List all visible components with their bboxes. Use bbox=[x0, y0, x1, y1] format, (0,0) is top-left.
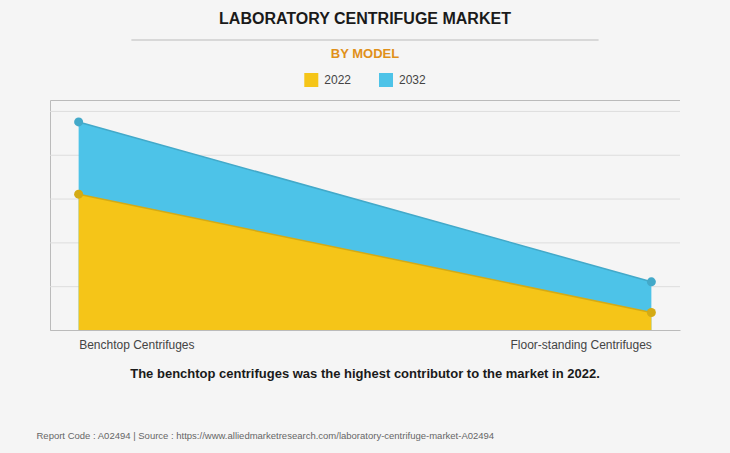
marker bbox=[647, 308, 656, 317]
marks bbox=[74, 117, 656, 330]
footer: Report Code : A02494 | Source : https://… bbox=[37, 430, 495, 441]
x-axis: Benchtop Centrifuges Floor-standing Centr… bbox=[51, 331, 681, 352]
title-separator bbox=[131, 40, 598, 41]
legend-item: 2032 bbox=[379, 73, 426, 87]
area bbox=[79, 194, 652, 330]
legend: 2022 2032 bbox=[304, 73, 426, 87]
line bbox=[79, 122, 652, 282]
x-axis-line bbox=[51, 330, 681, 331]
x-tick: Floor-standing Centrifuges bbox=[510, 338, 651, 352]
y-tick bbox=[50, 111, 680, 112]
area bbox=[79, 122, 652, 330]
x-tick-label: Floor-standing Centrifuges bbox=[510, 338, 651, 352]
legend-swatch bbox=[379, 73, 393, 87]
x-tick: Benchtop Centrifuges bbox=[79, 338, 194, 352]
line bbox=[79, 194, 652, 312]
title: LABORATORY CENTRIFUGE MARKET bbox=[219, 10, 511, 27]
x-tick-label: Benchtop Centrifuges bbox=[79, 338, 194, 352]
marker bbox=[74, 190, 83, 199]
legend-label: 2032 bbox=[399, 73, 426, 87]
legend-swatch bbox=[304, 73, 318, 87]
chart: LABORATORY CENTRIFUGE MARKET BY MODEL 2022… bbox=[0, 0, 730, 453]
marker bbox=[74, 117, 83, 126]
grid-line bbox=[50, 111, 680, 112]
annotation: The benchtop centrifuges was the highest… bbox=[130, 366, 600, 381]
y-axis bbox=[50, 101, 680, 331]
marker bbox=[647, 277, 656, 286]
legend-item: 2022 bbox=[304, 73, 351, 87]
y-axis-line bbox=[51, 101, 681, 331]
plot: Benchtop Centrifuges Floor-standing Centr… bbox=[50, 101, 681, 352]
legend-label: 2022 bbox=[324, 73, 351, 87]
subtitle: BY MODEL bbox=[331, 46, 399, 61]
